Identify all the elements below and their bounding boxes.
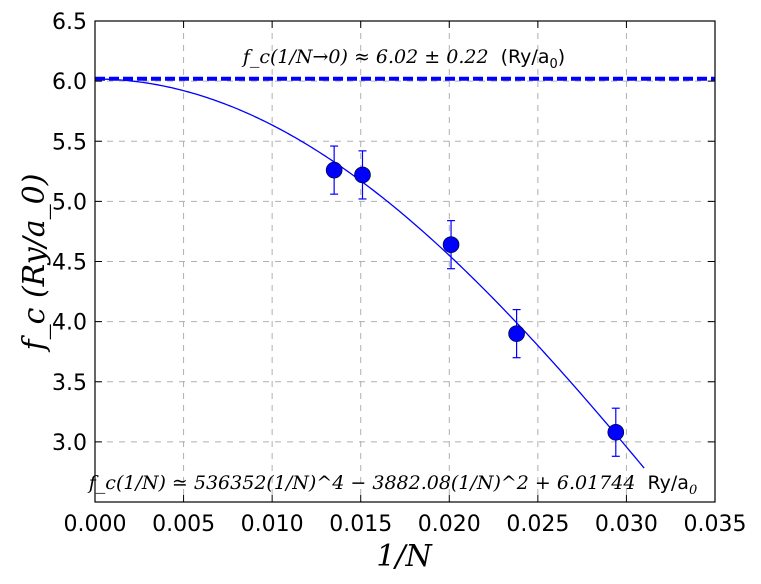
y-tick-label: 4.0 — [52, 311, 87, 336]
y-tick-label: 6.5 — [52, 10, 87, 35]
y-tick-label: 3.5 — [52, 371, 87, 396]
y-axis-label: f_c (Ry/a_0) — [17, 174, 52, 353]
x-tick-label: 0.005 — [152, 512, 215, 537]
x-tick-label: 0.030 — [595, 512, 658, 537]
bottom-annotation: f_c(1/N) ≃ 536352(1/N)^4 − 3882.08(1/N)^… — [87, 472, 697, 498]
data-point — [607, 423, 625, 441]
bottom-annotation-sub: 0 — [689, 483, 697, 498]
data-point — [325, 161, 343, 179]
top-annotation-sub: 0 — [549, 57, 557, 72]
x-tick-label: 0.010 — [241, 512, 304, 537]
x-tick-labels: 0.000 0.005 0.010 0.015 0.020 0.025 0.030 0.035 — [64, 512, 747, 537]
fit-curve-group — [94, 78, 645, 469]
top-annotation-close: ) — [558, 46, 565, 68]
data-point — [508, 325, 525, 342]
y-tick-label: 4.5 — [52, 251, 87, 276]
tick-marks — [94, 20, 716, 502]
x-tick-label: 0.020 — [418, 512, 481, 537]
x-tick-label: 0.025 — [506, 512, 569, 537]
top-annotation-math: f_c(1/N→0) ≈ 6.02 ± 0.22 — [241, 46, 489, 68]
data-point — [442, 236, 460, 253]
y-tick-label: 3.0 — [52, 431, 87, 456]
x-axis-label: 1/N — [376, 539, 433, 574]
data-point — [354, 166, 371, 184]
data-points — [325, 145, 625, 457]
fit-curve — [94, 78, 645, 469]
top-annotation-unit: (Ry/a — [501, 46, 550, 68]
x-tick-label: 0.015 — [329, 512, 392, 537]
y-tick-labels: 3.0 3.5 4.0 4.5 5.0 5.5 6.0 6.5 — [52, 10, 87, 456]
bottom-annotation-unit: Ry/a — [648, 472, 689, 494]
y-tick-label: 5.0 — [52, 190, 87, 215]
bottom-annotation-math: f_c(1/N) ≃ 536352(1/N)^4 − 3882.08(1/N)^… — [87, 472, 636, 494]
y-tick-label: 6.0 — [52, 70, 87, 95]
y-tick-label: 5.5 — [52, 130, 87, 155]
x-tick-label: 0.000 — [64, 512, 127, 537]
top-annotation: f_c(1/N→0) ≈ 6.02 ± 0.22 (Ry/a0) — [241, 46, 565, 72]
x-tick-label: 0.035 — [684, 512, 747, 537]
